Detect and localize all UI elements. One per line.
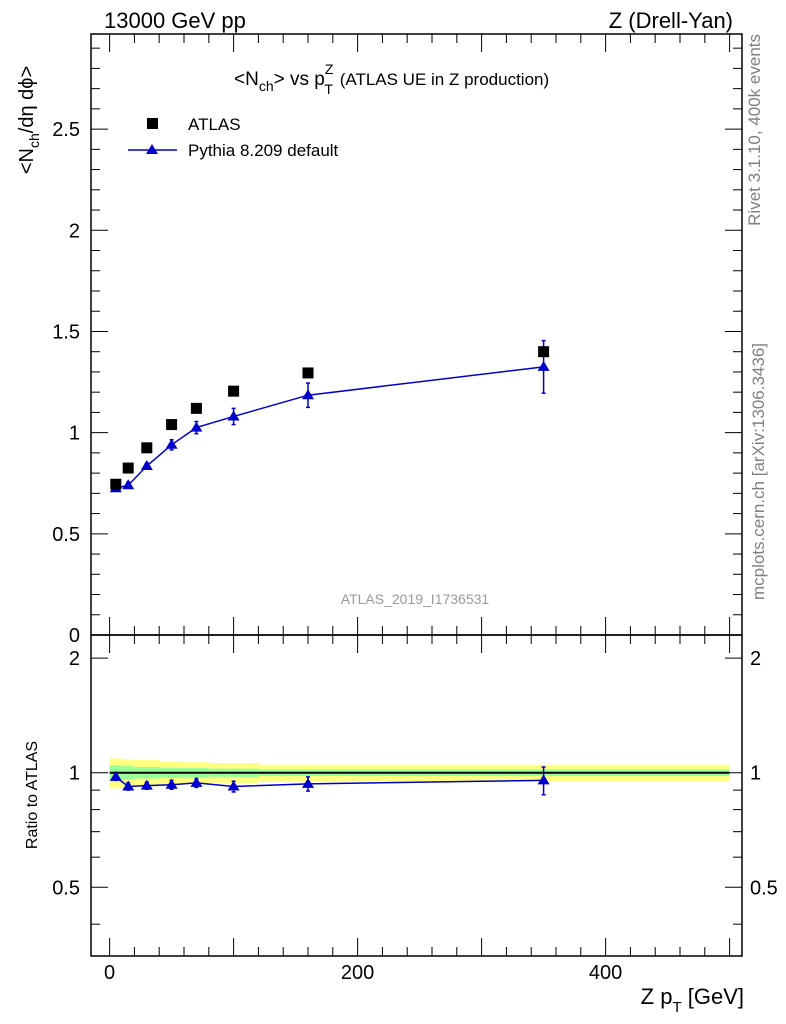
analysis-watermark: ATLAS_2019_I1736531 [341, 591, 490, 607]
main-axis-ticks [91, 34, 742, 636]
mc-point [302, 389, 314, 400]
data-point [166, 419, 178, 431]
ratio-mc-point [190, 776, 203, 787]
main-panel: 0.511.522.5 0 <Nch> vs pZ T (ATLAS UE in … [16, 33, 743, 647]
mc-point [122, 479, 135, 490]
ratio-panel-frame [90, 634, 743, 957]
ratio-data-marks [109, 766, 550, 796]
ratio-y-tick-label-right: 1 [750, 763, 761, 785]
mc-point [190, 421, 203, 432]
x-tick-label: 0 [104, 962, 115, 984]
ratio-mc-point [537, 774, 550, 785]
x-axis-label-part1: Z p [641, 984, 673, 1009]
data-point [110, 478, 122, 490]
main-y-label-sub: ch [26, 133, 42, 148]
chart-title-mid: > vs p [274, 69, 325, 90]
data-point [122, 462, 134, 474]
ratio-y-tick-label-right: 2 [750, 648, 761, 670]
ratio-y-axis-label: Ratio to ATLAS [24, 741, 41, 849]
chart-title: <Nch> vs pZ T (ATLAS UE in Z production) [234, 61, 549, 97]
main-y-tick-label: 2.5 [52, 119, 80, 141]
main-y-tick-label: 1 [69, 423, 80, 445]
main-y-tick-labels: 0.5 1 1.5 2 2.5 [52, 119, 80, 546]
legend-mc-label: Pythia 8.209 default [188, 141, 339, 160]
mc-point [227, 410, 240, 421]
legend: ATLAS Pythia 8.209 default [128, 115, 339, 160]
main-data-marks [109, 339, 550, 493]
x-axis-label-sub: T [672, 999, 681, 1016]
header-process-label: Z (Drell-Yan) [609, 8, 733, 33]
ratio-mc-point [165, 778, 178, 789]
data-point [228, 385, 240, 397]
ratio-mc-point [140, 779, 153, 790]
main-y-tick-label: 1.5 [52, 321, 80, 343]
data-point [141, 442, 153, 454]
chart-title-post: (ATLAS UE in Z production) [335, 70, 549, 89]
main-y-cut-label: 0 [69, 625, 80, 647]
ratio-y-tick-labels: 0.5 0.5 1 1 2 2 [52, 648, 778, 899]
mc-point [140, 460, 153, 471]
ratio-panel: 0.5 0.5 1 1 2 2 0 200 400 Ratio to ATLAS Z pT [… [24, 634, 778, 1016]
ratio-mc-point [302, 777, 314, 788]
x-axis-label: Z pT [GeV] [641, 984, 744, 1016]
ratio-y-tick-label: 2 [69, 648, 80, 670]
mcplots-label: mcplots.cern.ch [arXiv:1306.3436] [749, 343, 768, 600]
ratio-y-tick-label: 0.5 [52, 877, 80, 899]
ratio-x-tick-labels: 0 200 400 [104, 962, 622, 984]
chart-title-sub1: ch [259, 78, 274, 94]
main-y-axis-label: <Nch/dη dϕ> [16, 66, 42, 174]
data-point [190, 402, 202, 414]
data-point [302, 367, 314, 379]
main-y-tick-label: 0.5 [52, 524, 80, 546]
x-tick-label: 200 [341, 962, 374, 984]
mc-line [115, 366, 544, 490]
header-energy-label: 13000 GeV pp [104, 8, 246, 33]
main-y-label-part1: <N [16, 148, 38, 174]
chart-title-sub2: T [324, 81, 333, 97]
main-y-tick-label: 2 [69, 220, 80, 242]
mc-point [537, 360, 550, 371]
legend-data-label: ATLAS [188, 115, 241, 134]
legend-data-marker [147, 118, 158, 129]
chart-title-sup: Z [325, 61, 334, 77]
legend-mc-marker [146, 144, 158, 154]
chart-title-pre: <N [234, 69, 259, 90]
ratio-axis-ticks [91, 635, 742, 956]
ratio-mc-point [109, 770, 122, 781]
ratio-mc-point [122, 780, 135, 791]
main-y-label-part2: /dη dϕ> [16, 66, 38, 133]
ratio-y-tick-label: 1 [69, 763, 80, 785]
x-axis-label-part2: [GeV] [682, 984, 744, 1009]
x-tick-label: 400 [589, 962, 622, 984]
data-point [538, 346, 550, 358]
ratio-mc-point [227, 780, 240, 791]
mc-point [165, 438, 178, 449]
ratio-y-tick-label-right: 0.5 [750, 877, 778, 899]
rivet-version-label: Rivet 3.1.10, 400k events [745, 34, 764, 226]
